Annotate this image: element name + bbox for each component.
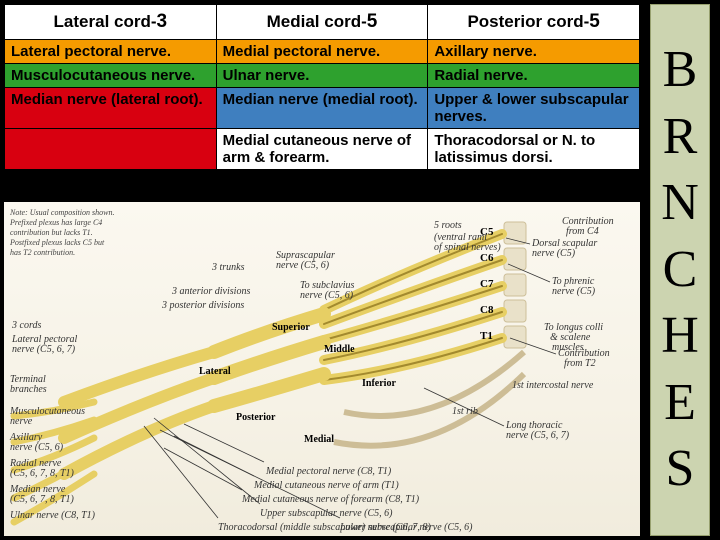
table-cell: Ulnar nerve. <box>216 64 428 88</box>
col-header-posterior: Posterior cord-5 <box>428 5 640 40</box>
h1-num: 5 <box>367 11 378 32</box>
root-label: T1 <box>480 330 493 342</box>
table-cell: Lateral pectoral nerve. <box>5 40 217 64</box>
diagram-label: Medial cutaneous nerve of arm (T1) <box>254 480 399 491</box>
h1-text: Medial cord- <box>267 12 367 31</box>
side-letter: S <box>666 436 695 503</box>
root-label: C7 <box>480 278 493 290</box>
table-cell: Upper & lower subscapular nerves. <box>428 88 640 129</box>
diagram-label: (C5, 6, 7, 8, T1) <box>10 468 74 479</box>
cord-table: Lateral cord-3 Medial cord-5 Posterior c… <box>4 4 640 170</box>
table-cell: Medial pectoral nerve. <box>216 40 428 64</box>
table-cell: Median nerve (lateral root). <box>5 88 217 129</box>
diagram-label: Superior <box>272 322 310 333</box>
branches-vertical-label: BRNCHES <box>650 4 710 536</box>
cord-table-grid: Lateral cord-3 Medial cord-5 Posterior c… <box>4 4 640 170</box>
diagram-label: nerve (C5) <box>532 248 575 259</box>
diagram-label: Middle <box>324 344 355 355</box>
diagram-label: Medial pectoral nerve (C8, T1) <box>266 466 391 477</box>
diagram-label: nerve (C5, 6) <box>276 260 329 271</box>
table-cell: Median nerve (medial root). <box>216 88 428 129</box>
side-letter: H <box>661 303 699 370</box>
side-letter: N <box>661 170 699 237</box>
diagram-label: Upper subscapular nerve (C5, 6) <box>260 508 392 519</box>
diagram-label: Posterior <box>236 412 275 423</box>
table-cell: Axillary nerve. <box>428 40 640 64</box>
note-line: Prefixed plexus has large C4 <box>10 218 136 228</box>
diagram-label: 5 roots <box>434 220 462 231</box>
table-cell: Musculocutaneous nerve. <box>5 64 217 88</box>
note-line: Postfixed plexus lacks C5 but <box>10 238 136 248</box>
table-row: Median nerve (lateral root).Median nerve… <box>5 88 640 129</box>
diagram-label: branches <box>10 384 47 395</box>
table-body: Lateral pectoral nerve.Medial pectoral n… <box>5 40 640 170</box>
table-cell: Medial cutaneous nerve of arm & forearm. <box>216 129 428 170</box>
diagram-label: 3 posterior divisions <box>162 300 244 311</box>
root-label: C6 <box>480 252 493 264</box>
brachial-plexus-diagram: 3 cordsLateral pectoralnerve (C5, 6, 7)T… <box>4 202 640 536</box>
diagram-label: nerve (C5, 6, 7) <box>12 344 75 355</box>
table-row: Musculocutaneous nerve.Ulnar nerve.Radia… <box>5 64 640 88</box>
h0-num: 3 <box>157 11 168 32</box>
diagram-label: Lateral <box>199 366 231 377</box>
note-line: contribution but lacks T1. <box>10 228 136 238</box>
diagram-label: nerve (C5, 6) <box>10 442 63 453</box>
diagram-label: nerve <box>10 416 32 427</box>
diagram-label: 3 trunks <box>212 262 245 273</box>
side-letter: R <box>663 104 698 171</box>
side-letter: B <box>663 37 698 104</box>
diagram-label: muscles <box>552 342 584 353</box>
diagram-note-box: Note: Usual composition shown.Prefixed p… <box>10 208 136 258</box>
col-header-lateral: Lateral cord-3 <box>5 5 217 40</box>
diagram-label: Ulnar nerve (C8, T1) <box>10 510 95 521</box>
diagram-label: Medial cutaneous nerve of forearm (C8, T… <box>242 494 419 505</box>
diagram-label: 1st rib <box>452 406 478 417</box>
diagram-label: (C5, 6, 7, 8, T1) <box>10 494 74 505</box>
diagram-label: Inferior <box>362 378 396 389</box>
table-cell: Thoracodorsal or N. to latissimus dorsi. <box>428 129 640 170</box>
diagram-label: 1st intercostal nerve <box>512 380 593 391</box>
root-label: C5 <box>480 226 493 238</box>
diagram-label: nerve (C5, 6, 7) <box>506 430 569 441</box>
h2-text: Posterior cord- <box>467 12 589 31</box>
table-row: Lateral pectoral nerve.Medial pectoral n… <box>5 40 640 64</box>
diagram-label: nerve (C5, 6) <box>300 290 353 301</box>
table-cell <box>5 129 217 170</box>
diagram-label: nerve (C5) <box>552 286 595 297</box>
diagram-label: Lower subscapular nerve (C5, 6) <box>340 522 473 533</box>
diagram-label: from C4 <box>566 226 599 237</box>
h0-text: Lateral cord- <box>54 12 157 31</box>
note-line: Note: Usual composition shown. <box>10 208 136 218</box>
diagram-label: 3 cords <box>12 320 41 331</box>
diagram-label: Medial <box>304 434 334 445</box>
diagram-label: from T2 <box>564 358 596 369</box>
table-row: Medial cutaneous nerve of arm & forearm.… <box>5 129 640 170</box>
col-header-medial: Medial cord-5 <box>216 5 428 40</box>
note-line: has T2 contribution. <box>10 248 136 258</box>
side-letter: E <box>664 370 696 437</box>
diagram-label: 3 anterior divisions <box>172 286 250 297</box>
root-label: C8 <box>480 304 493 316</box>
h2-num: 5 <box>589 11 600 32</box>
table-cell: Radial nerve. <box>428 64 640 88</box>
side-letter: C <box>663 237 698 304</box>
